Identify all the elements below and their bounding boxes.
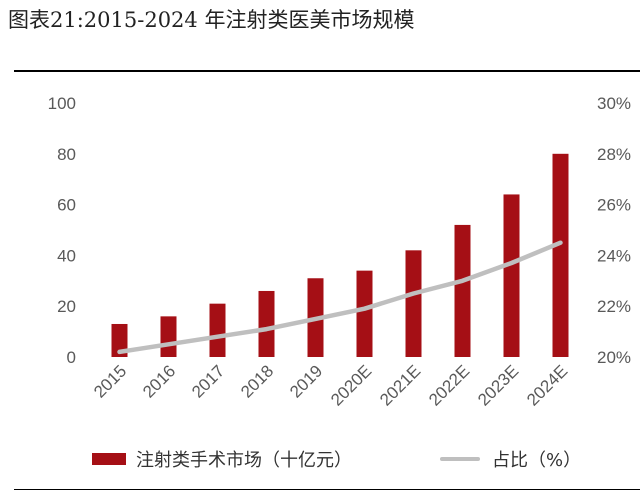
legend-bar-label: 注射类手术市场（十亿元）	[136, 450, 352, 471]
y-right-tick-label: 30%	[597, 94, 631, 113]
bar	[503, 194, 520, 357]
bar	[356, 270, 373, 357]
legend-bar-swatch	[92, 453, 126, 465]
y-left-tick-label: 0	[67, 348, 76, 367]
figure-title: 图表21:2015-2024 年注射类医美市场规模	[8, 8, 415, 32]
bar	[552, 153, 569, 357]
x-tick-label: 2024E	[523, 361, 571, 409]
y-right-tick-label: 28%	[597, 145, 631, 164]
legend-item-line: 占比（%）	[440, 446, 581, 472]
x-tick-label: 2023E	[474, 361, 522, 409]
y-right-tick-label: 20%	[597, 348, 631, 367]
x-tick-label: 2015	[90, 361, 130, 401]
x-tick-label: 2022E	[425, 361, 473, 409]
y-left-tick-label: 40	[57, 246, 76, 265]
y-left-tick-label: 80	[57, 145, 76, 164]
x-tick-label: 2020E	[327, 361, 375, 409]
y-left-tick-label: 20	[57, 297, 76, 316]
bar	[160, 316, 177, 357]
x-tick-label: 2017	[188, 361, 228, 401]
y-left-tick-label: 60	[57, 196, 76, 215]
x-tick-label: 2018	[237, 361, 277, 401]
y-right-tick-label: 24%	[597, 246, 631, 265]
x-tick-label: 2019	[286, 361, 326, 401]
share-line	[117, 240, 563, 355]
y-right-tick-label: 22%	[597, 297, 631, 316]
legend-line-label: 占比（%）	[492, 450, 582, 471]
legend-line-swatch	[440, 457, 480, 461]
bar	[454, 224, 471, 357]
bar	[258, 290, 275, 357]
bar	[209, 303, 226, 357]
x-tick-label: 2021E	[376, 361, 424, 409]
bottom-rule	[14, 489, 640, 490]
y-left-tick-label: 100	[48, 94, 76, 113]
x-tick-label: 2016	[139, 361, 179, 401]
bar	[405, 250, 422, 357]
top-rule	[14, 70, 640, 72]
legend-item-bar: 注射类手术市场（十亿元）	[92, 446, 352, 472]
y-right-tick-label: 26%	[597, 196, 631, 215]
bar	[111, 323, 128, 357]
